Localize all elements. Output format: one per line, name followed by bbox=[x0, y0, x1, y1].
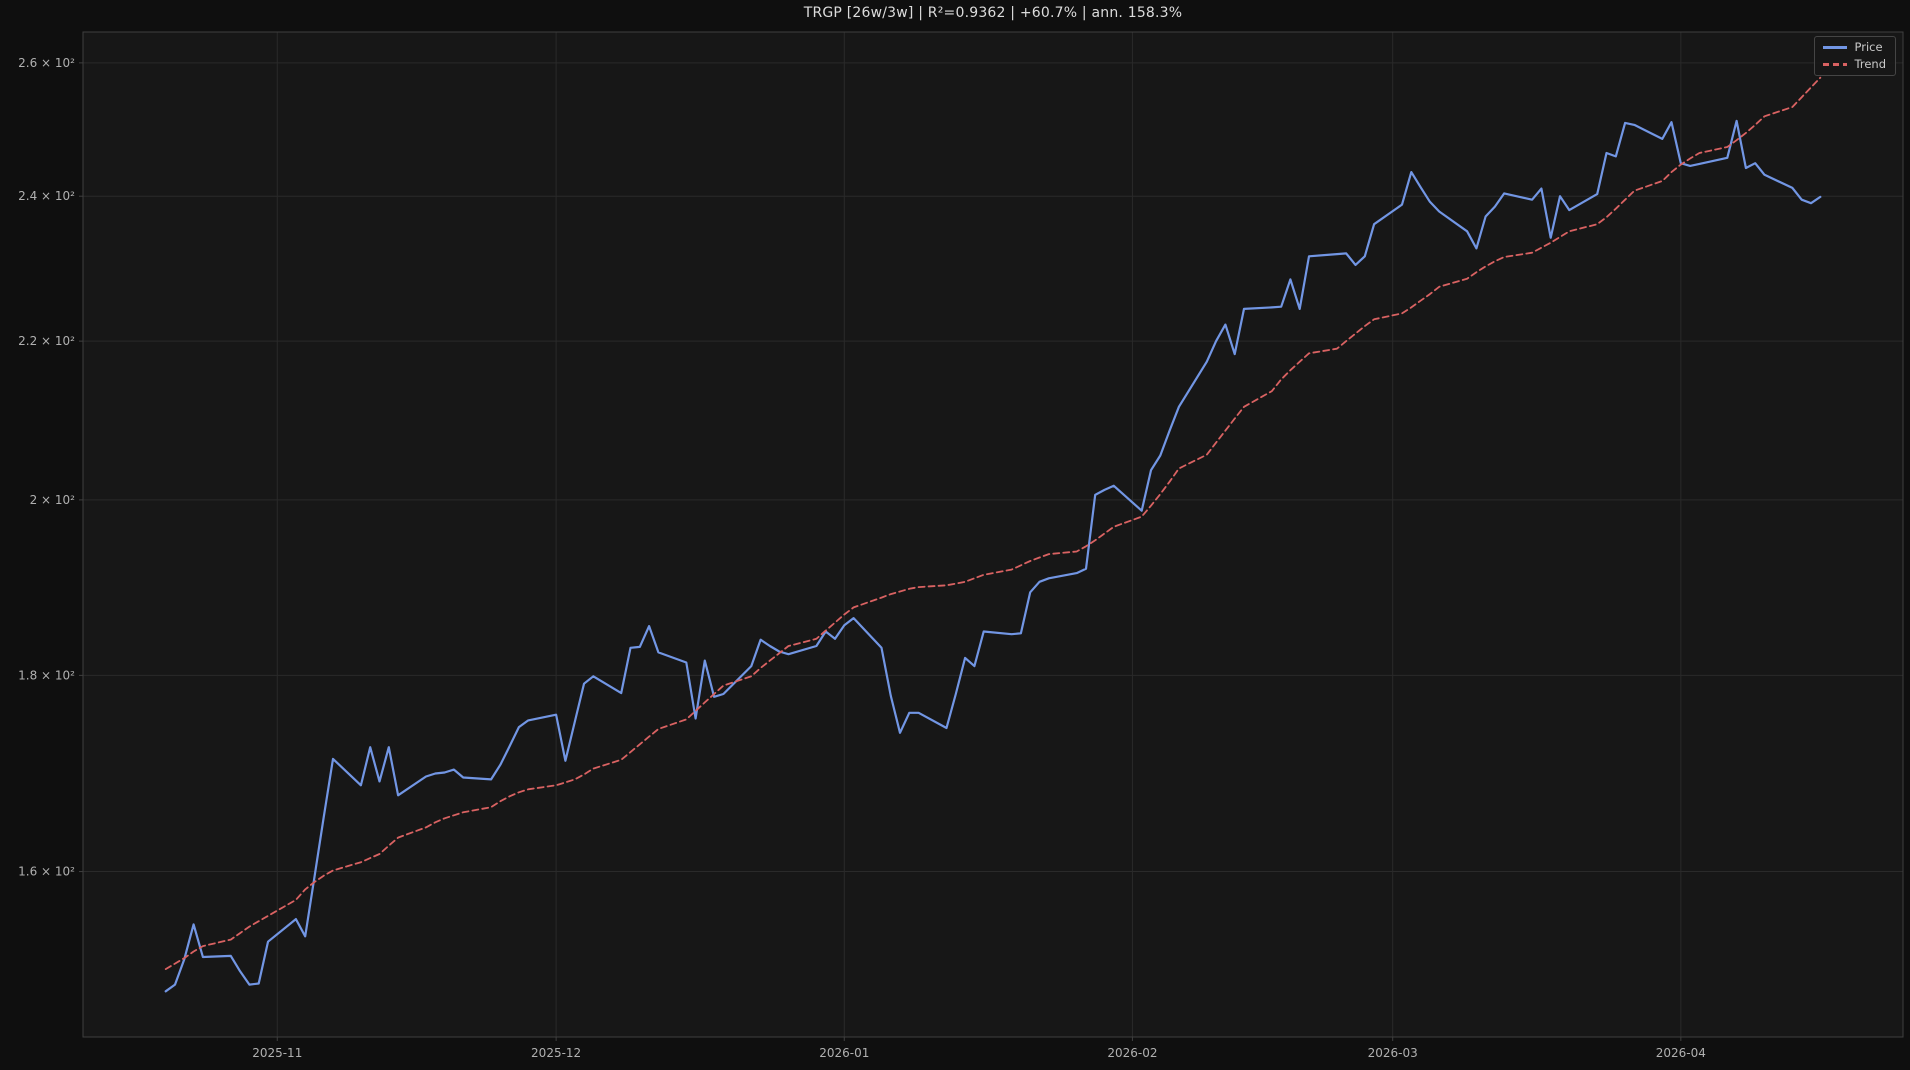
y-tick-label: 2.6 × 10² bbox=[18, 56, 75, 70]
chart-title: TRGP [26w/3w] | R²=0.9362 | +60.7% | ann… bbox=[803, 5, 1183, 21]
y-tick-label: 2.4 × 10² bbox=[18, 189, 75, 203]
price-line bbox=[164, 119, 1822, 993]
legend-label-trend: Trend bbox=[1854, 56, 1886, 71]
legend-item-trend: Trend bbox=[1822, 56, 1886, 71]
y-tick-label: 1.8 × 10² bbox=[18, 668, 75, 682]
x-tick-label: 2026-01 bbox=[819, 1046, 869, 1060]
legend-label-price: Price bbox=[1854, 40, 1883, 54]
x-tick-label: 2025-11 bbox=[252, 1046, 302, 1060]
trend-line bbox=[164, 76, 1822, 970]
x-tick-label: 2026-02 bbox=[1107, 1046, 1157, 1060]
x-tick-label: 2026-03 bbox=[1368, 1046, 1418, 1060]
y-tick-label: 2.2 × 10² bbox=[18, 334, 75, 348]
y-tick-label: 2 × 10² bbox=[30, 493, 76, 507]
y-tick-label: 1.6 × 10² bbox=[18, 865, 75, 879]
x-tick-label: 2025-12 bbox=[531, 1046, 581, 1060]
legend: Price Trend bbox=[1813, 36, 1896, 76]
plot-area bbox=[83, 32, 1903, 1037]
x-tick-label: 2026-04 bbox=[1656, 1046, 1706, 1060]
axes-spines bbox=[82, 31, 1904, 1038]
legend-item-price: Price bbox=[1822, 40, 1886, 54]
trend-line-sample-icon bbox=[1822, 62, 1847, 66]
price-line-sample-icon bbox=[1822, 46, 1847, 50]
